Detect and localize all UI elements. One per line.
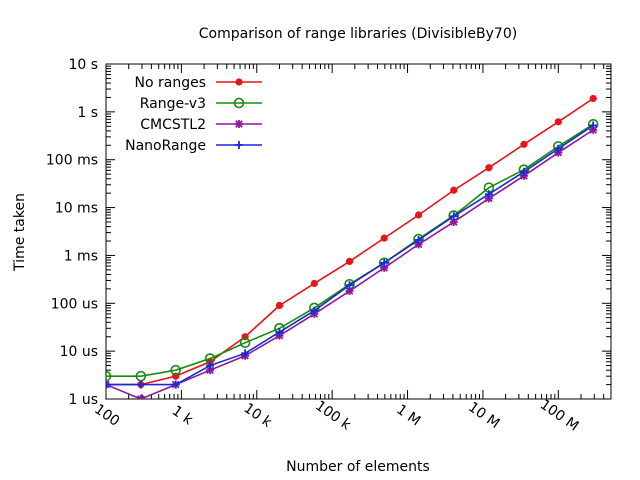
data-point [275, 301, 284, 310]
data-point [239, 337, 251, 349]
x-tick-label: 1 k [169, 403, 196, 429]
data-point [345, 287, 354, 296]
data-point [171, 380, 180, 389]
plot-frame [105, 63, 612, 400]
y-axis-label: Time taken [12, 193, 28, 272]
x-tick-label: 100 M [537, 397, 582, 435]
data-point [235, 120, 243, 128]
y-tick-label: 1 us [68, 392, 98, 408]
data-series [106, 94, 599, 399]
y-tick-label: 1 ms [64, 248, 98, 264]
data-point [449, 212, 458, 221]
data-point-stroke [137, 395, 143, 399]
data-point [345, 257, 354, 266]
legend-label: Range-v3 [140, 96, 206, 112]
legend-label: CMCSTL2 [140, 117, 206, 133]
x-tick-label: 100 k [312, 398, 354, 434]
data-point-stroke [520, 172, 528, 180]
data-point-stroke [139, 395, 145, 399]
series-line [106, 124, 594, 386]
data-point [241, 349, 250, 358]
y-tick-label: 100 us [51, 296, 98, 312]
data-point [589, 94, 597, 103]
data-point [414, 236, 423, 245]
data-point [206, 361, 215, 370]
y-tick-label: 10 us [60, 344, 98, 360]
series-line [106, 123, 594, 377]
data-point-stroke [589, 126, 598, 134]
data-point-stroke [235, 120, 243, 128]
data-point [136, 395, 145, 399]
data-point [136, 380, 145, 389]
axis-ticks: 1 us 10 us 100 us 1 ms 10 ms 100 ms 1 s 10 s 100… [46, 57, 612, 435]
data-point [380, 263, 389, 272]
data-point [345, 281, 354, 290]
data-point-stroke [485, 194, 493, 203]
data-point [170, 364, 181, 376]
series-nanorange [106, 121, 598, 389]
data-point [554, 118, 562, 126]
x-tick-label: 10 k [241, 400, 276, 431]
data-point [235, 141, 243, 149]
data-point-stroke [414, 240, 423, 249]
data-point [414, 211, 423, 219]
legend-label: NanoRange [125, 138, 206, 154]
data-point-stroke [554, 148, 563, 157]
chart-title: Comparison of range libraries (Divisible… [199, 26, 517, 42]
data-point [554, 144, 563, 153]
data-point [275, 328, 284, 337]
x-tick-label: 1 M [393, 402, 423, 430]
y-tick-label: 1 s [77, 105, 98, 121]
y-tick-label: 100 ms [46, 153, 98, 169]
data-point-stroke [106, 383, 110, 389]
legend-label: No ranges [135, 75, 207, 91]
data-point-stroke [449, 218, 458, 226]
data-point [589, 121, 598, 130]
data-point [380, 258, 389, 267]
x-tick-label: 10 M [465, 399, 502, 432]
x-axis-label: Number of elements [286, 459, 430, 475]
data-point [310, 279, 318, 288]
data-point [310, 306, 319, 315]
y-tick-label: 10 s [68, 57, 98, 73]
data-point [519, 167, 528, 176]
data-point [520, 140, 528, 148]
y-tick-label: 10 ms [55, 201, 98, 217]
data-point [450, 186, 458, 194]
data-point-stroke [345, 287, 354, 295]
series-range-v3 [106, 118, 599, 382]
data-point [380, 234, 388, 242]
data-point [235, 78, 243, 86]
data-point [106, 380, 110, 389]
data-point [484, 190, 493, 199]
data-point [233, 97, 245, 109]
data-point-stroke [380, 264, 389, 272]
legend: No ranges Range-v3 CMCSTL2 NanoRange [125, 75, 262, 154]
data-point-stroke [206, 366, 214, 375]
data-point [485, 164, 493, 172]
data-point-stroke [106, 380, 110, 386]
data-point [106, 370, 112, 382]
